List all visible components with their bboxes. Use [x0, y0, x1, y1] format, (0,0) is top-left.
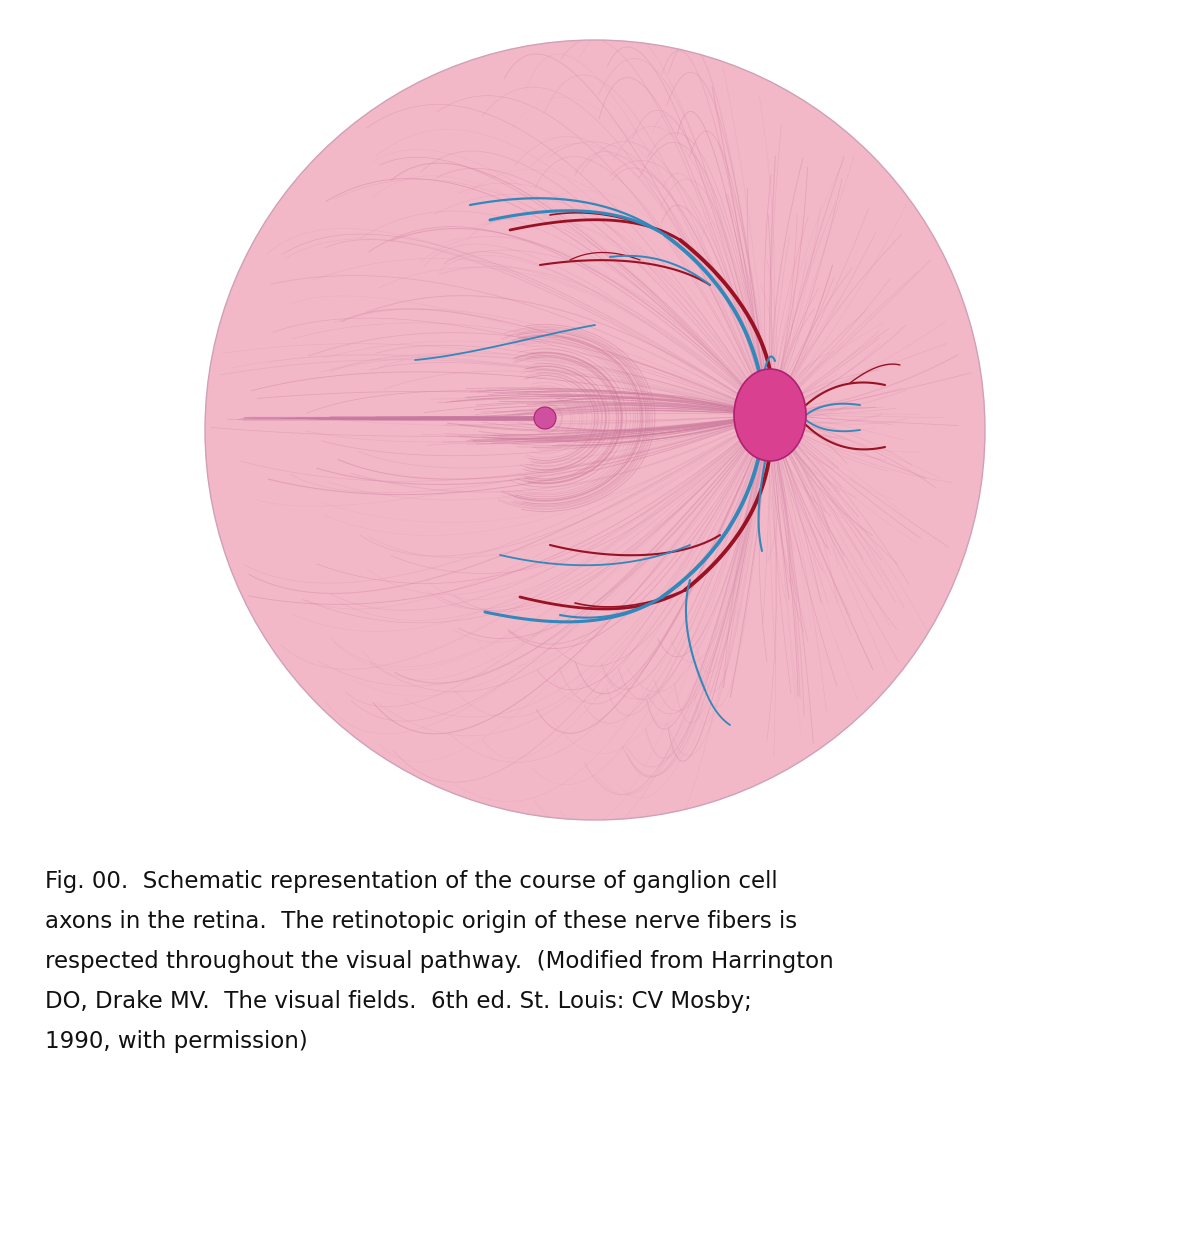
Text: respected throughout the visual pathway.  (Modified from Harrington: respected throughout the visual pathway.…	[46, 950, 834, 972]
Text: Fig. 00.  Schematic representation of the course of ganglion cell: Fig. 00. Schematic representation of the…	[46, 870, 778, 892]
Text: 1990, with permission): 1990, with permission)	[46, 1030, 307, 1052]
Circle shape	[534, 408, 556, 429]
Text: axons in the retina.  The retinotopic origin of these nerve fibers is: axons in the retina. The retinotopic ori…	[46, 910, 797, 932]
Text: DO, Drake MV.  The visual fields.  6th ed. St. Louis: CV Mosby;: DO, Drake MV. The visual fields. 6th ed.…	[46, 990, 751, 1012]
Circle shape	[205, 40, 985, 820]
Ellipse shape	[734, 369, 806, 461]
